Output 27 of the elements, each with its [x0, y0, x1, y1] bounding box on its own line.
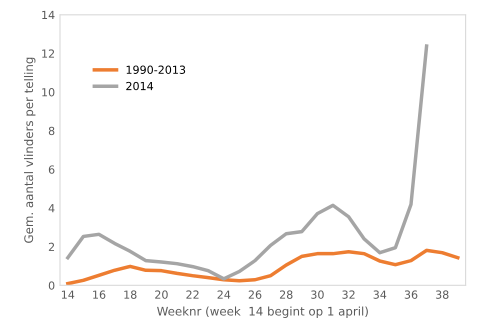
x-tick-label: 28 — [280, 290, 293, 299]
line-series — [66, 44, 428, 281]
y-tick-label: 8 — [48, 126, 54, 136]
y-tick-label: 2 — [48, 242, 54, 251]
y-axis-title: Gem. aantal vlinders per telling — [24, 58, 36, 243]
x-axis-title: Weeknr (week 14 begint op 1 april) — [157, 306, 368, 318]
x-tick-label: 26 — [248, 290, 262, 299]
x-tick-label: 14 — [62, 290, 74, 299]
y-tick-label: 6 — [48, 165, 54, 174]
x-tick-label: 16 — [93, 290, 106, 299]
y-tick-label: 10 — [42, 88, 54, 96]
x-tick-label: 34 — [374, 290, 386, 299]
x-tick-label: 22 — [186, 290, 199, 299]
y-tick-label: 4 — [48, 204, 55, 212]
y-tick-label: 0 — [48, 281, 54, 290]
x-tick-label: 38 — [436, 290, 449, 299]
x-tick-label: 24 — [218, 290, 230, 299]
x-tick-label: 20 — [155, 290, 168, 299]
legend-label: 1990-2013 — [126, 66, 186, 74]
x-tick-label: 30 — [311, 290, 324, 299]
x-tick-label: 36 — [404, 290, 418, 299]
legend-label: 2014 — [126, 82, 154, 90]
x-tick-label: 32 — [342, 290, 355, 299]
x-tick-label: 18 — [124, 290, 137, 299]
y-tick-label: 14 — [42, 10, 55, 19]
y-tick-label: 12 — [42, 49, 54, 58]
line-series — [66, 248, 460, 286]
